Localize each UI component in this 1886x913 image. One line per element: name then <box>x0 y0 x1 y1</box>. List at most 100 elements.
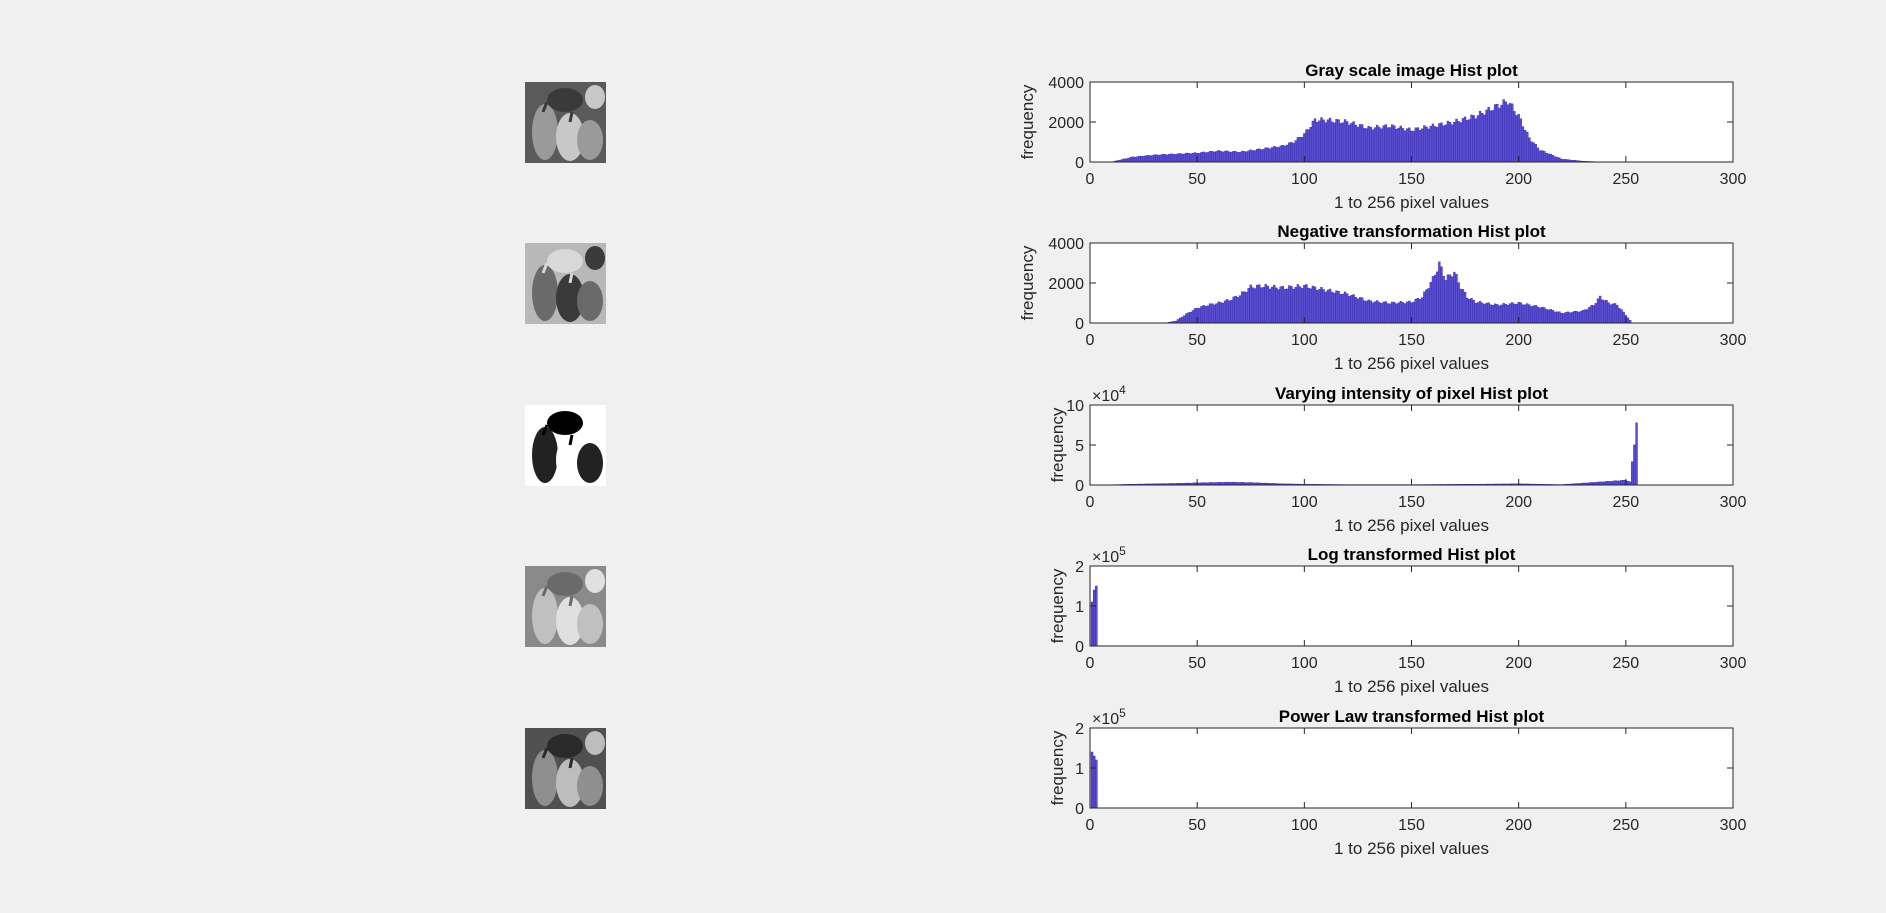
histogram-bar <box>1298 137 1302 163</box>
histogram-bar <box>1496 304 1499 324</box>
thumbnail-grayscale <box>525 82 606 163</box>
histogram-bar <box>1294 286 1297 324</box>
histogram-bar <box>1168 154 1171 163</box>
histogram-bar <box>1384 124 1387 163</box>
histogram-bar <box>1607 481 1610 486</box>
histogram-bar <box>1457 121 1460 163</box>
histogram-bar <box>1401 128 1405 163</box>
histogram-bar <box>1571 312 1574 324</box>
histogram-bar <box>1538 150 1542 163</box>
histogram-bar <box>1352 121 1355 163</box>
histogram-bar <box>1346 121 1349 163</box>
histogram-bar <box>1341 122 1345 163</box>
histogram-bar <box>1466 297 1469 324</box>
histogram-bar <box>1316 290 1319 324</box>
histogram-bar <box>1279 145 1282 163</box>
histogram-bar <box>1271 147 1274 163</box>
histogram-bar <box>1262 148 1265 163</box>
histogram-bar <box>1376 300 1379 324</box>
histogram-bar <box>1406 301 1409 324</box>
histogram-bar <box>1215 303 1218 324</box>
histogram-bar <box>1277 289 1280 324</box>
histogram-bar <box>1150 155 1154 163</box>
histogram-bar <box>1363 128 1366 163</box>
plot-area <box>1090 405 1733 485</box>
histogram-bar <box>1356 298 1360 324</box>
histogram-bar <box>1228 300 1231 324</box>
histogram-bar <box>1363 300 1366 324</box>
histogram-bar <box>1468 119 1471 163</box>
histogram-bar <box>1530 141 1533 163</box>
x-tick-label: 50 <box>1188 655 1206 672</box>
histogram-bar <box>1549 153 1552 163</box>
histogram-bar <box>1249 149 1252 163</box>
x-tick-label: 250 <box>1612 171 1639 188</box>
histogram-bar <box>1234 295 1237 324</box>
histogram-bar <box>1241 150 1244 163</box>
histogram-bar <box>1553 156 1557 163</box>
histogram-bar <box>1553 311 1557 324</box>
histogram-bar <box>1273 146 1276 163</box>
histogram-bar <box>1198 153 1201 163</box>
x-tick-label: 0 <box>1086 817 1095 834</box>
histogram-bar <box>1504 101 1507 163</box>
histogram-bar <box>1131 156 1135 163</box>
histogram-bar <box>1491 305 1495 324</box>
histogram-bar <box>1461 289 1465 324</box>
histogram-bar <box>1513 111 1516 163</box>
histogram-bar <box>1298 286 1302 324</box>
histogram-bar <box>1318 120 1321 163</box>
histogram-bar <box>1517 114 1520 163</box>
histogram-bar <box>1380 128 1383 163</box>
histogram-bar <box>1223 300 1227 324</box>
histogram-bar <box>1613 480 1617 486</box>
histogram-bar <box>1148 155 1152 163</box>
histogram-bar <box>1577 311 1580 324</box>
histogram-bar <box>1575 311 1578 324</box>
histogram-bar <box>1232 151 1235 163</box>
y-tick-label: 2000 <box>1048 115 1084 132</box>
histogram-bar <box>1528 137 1531 163</box>
histogram-bar <box>1566 311 1570 324</box>
histogram-bar <box>1170 153 1173 163</box>
histogram-bar <box>1438 261 1441 324</box>
histogram-bar <box>1322 119 1325 163</box>
histogram-bar <box>1326 289 1330 324</box>
histogram-bar <box>1436 126 1439 163</box>
histogram-bar <box>1412 301 1415 324</box>
histogram-bar <box>1172 154 1175 163</box>
histogram-bar <box>1204 306 1207 324</box>
histogram-bar <box>1288 142 1291 163</box>
histogram-bar <box>1451 124 1454 163</box>
histogram-bar <box>1397 302 1400 324</box>
histogram-bar <box>1125 158 1128 163</box>
histogram-bar <box>1609 304 1612 324</box>
y-exponent-label: ×104 <box>1092 383 1126 405</box>
histogram-bar <box>1275 287 1278 324</box>
histogram-bar <box>1191 310 1195 324</box>
histogram-bar <box>1581 310 1585 324</box>
histogram-bar <box>1328 117 1332 163</box>
histogram-bar <box>1502 303 1505 324</box>
histogram-bar <box>1283 289 1287 324</box>
histogram-bar <box>1200 306 1203 324</box>
x-tick-label: 250 <box>1612 817 1639 834</box>
histogram-bar <box>1418 299 1422 324</box>
histogram-bar <box>1515 303 1518 324</box>
histogram-bar <box>1234 151 1237 163</box>
histogram-bar <box>1333 292 1336 324</box>
histogram-bar <box>1596 298 1600 324</box>
chart-title: Gray scale image Hist plot <box>1305 61 1518 80</box>
histogram-bar <box>1626 480 1630 486</box>
histogram-bar <box>1337 119 1340 163</box>
x-tick-label: 250 <box>1612 655 1639 672</box>
histogram-bar <box>1521 126 1525 163</box>
histogram-bar <box>1144 155 1147 163</box>
histogram-bar <box>1459 122 1462 163</box>
histogram-bar <box>1425 289 1428 324</box>
histogram-bar <box>1399 301 1402 324</box>
histogram-bar <box>1444 124 1447 163</box>
histogram-bar <box>1519 302 1522 324</box>
histogram-bar <box>1208 151 1212 163</box>
histogram-bar <box>1536 147 1540 163</box>
